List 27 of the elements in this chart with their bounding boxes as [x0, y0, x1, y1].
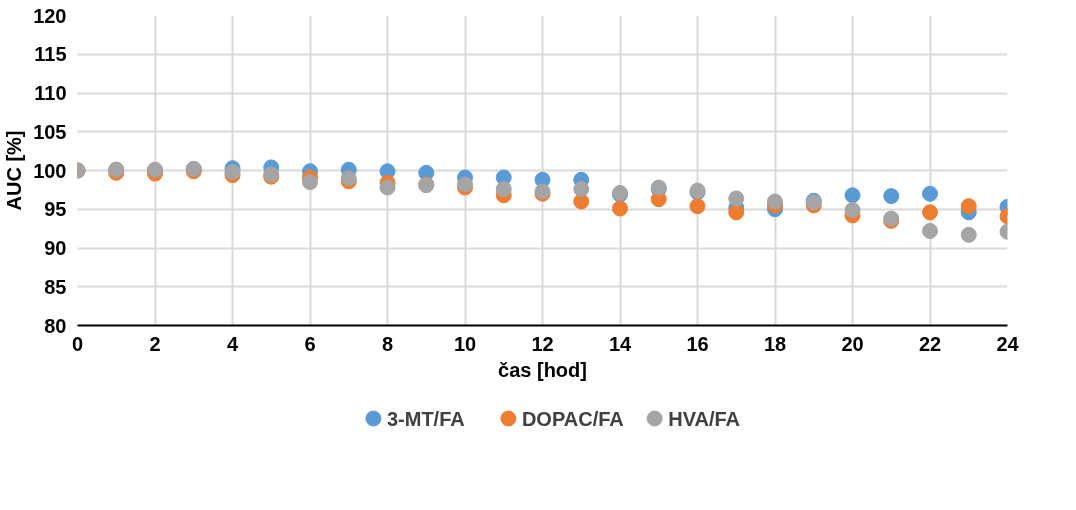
- y-tick-label: 85: [44, 275, 67, 298]
- x-tick-label: 20: [841, 332, 864, 355]
- x-tick-label: 16: [686, 332, 709, 355]
- x-tick-label: 22: [918, 332, 942, 355]
- y-tick-label: 80: [44, 314, 67, 337]
- x-tick-label: 24: [996, 332, 1020, 355]
- legend-label: DOPAC/FA: [521, 407, 624, 430]
- x-tick-label: 6: [304, 332, 316, 355]
- x-tick-label: 14: [608, 332, 632, 355]
- x-tick-label: 4: [226, 332, 239, 355]
- y-tick-label: 100: [33, 159, 67, 182]
- x-tick-label: 8: [381, 332, 394, 355]
- x-tick-label: 0: [71, 332, 84, 355]
- x-tick-label: 18: [763, 332, 787, 355]
- legend-label: HVA/FA: [668, 407, 741, 430]
- legend-label: 3-MT/FA: [386, 407, 465, 430]
- y-tick-label: 95: [44, 198, 67, 221]
- x-tick-label: 12: [531, 332, 554, 355]
- y-axis-title: AUC [%]: [3, 130, 26, 211]
- x-tick-label: 10: [453, 332, 477, 355]
- y-tick-label: 90: [44, 237, 67, 259]
- y-tick-label: 120: [33, 4, 67, 27]
- y-tick-label: 115: [34, 43, 67, 66]
- x-axis-title: čas [hod]: [498, 358, 587, 381]
- x-tick-label: 2: [149, 332, 161, 355]
- y-tick-label: 105: [33, 120, 67, 143]
- y-tick-label: 110: [34, 82, 67, 104]
